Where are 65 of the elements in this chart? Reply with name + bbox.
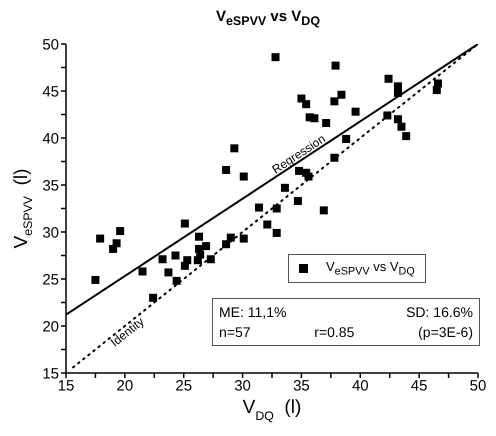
- point: [240, 172, 248, 181]
- x-tick-label: 45: [410, 378, 428, 395]
- point: [222, 166, 230, 174]
- point: [272, 228, 281, 237]
- point: [330, 97, 338, 106]
- x-tick-label: 25: [175, 378, 192, 395]
- point: [96, 234, 104, 243]
- point: [384, 74, 393, 83]
- point: [272, 53, 280, 62]
- point: [116, 227, 124, 236]
- y-tick-label: 30: [42, 224, 59, 242]
- x-tick-label: 50: [470, 378, 486, 395]
- point: [352, 108, 360, 116]
- point: [202, 242, 210, 250]
- point: [320, 206, 328, 214]
- point: [337, 90, 346, 99]
- point: [195, 232, 204, 241]
- point: [397, 122, 406, 131]
- point: [183, 256, 192, 264]
- y-tick-label: 50: [42, 36, 59, 54]
- annotation: ME: 11,1%: [219, 303, 286, 322]
- annotation: n=57: [219, 323, 251, 342]
- legend-label: V$_{eSPVV}$ vs V$_{DQ}$: [326, 259, 415, 278]
- chart-title: V$_{eSPVV}$ vs V$_{DQ}$: [214, 8, 322, 30]
- x-tick-label: 15: [58, 378, 74, 395]
- point: [138, 267, 147, 276]
- point: [240, 234, 248, 243]
- y-tick-label: 35: [42, 177, 59, 194]
- y-tick-label: 15: [42, 365, 59, 382]
- point: [171, 252, 180, 260]
- annotation: r=0.85: [314, 323, 354, 342]
- y-tick-label: 40: [42, 130, 59, 148]
- point: [149, 294, 158, 302]
- annotation: (p=3E-6): [418, 323, 473, 342]
- point: [112, 239, 121, 248]
- point: [263, 220, 272, 228]
- point: [332, 62, 340, 70]
- point: [402, 132, 410, 140]
- point: [432, 86, 441, 94]
- point: [180, 220, 189, 228]
- point: [272, 204, 281, 212]
- point: [280, 184, 289, 192]
- point: [394, 115, 402, 124]
- point: [158, 255, 167, 264]
- x-tick-label: 20: [116, 378, 134, 395]
- x-tick-label: 35: [293, 378, 310, 395]
- point: [194, 256, 202, 264]
- point: [294, 196, 302, 205]
- point: [172, 276, 181, 285]
- y-tick-label: 20: [42, 318, 59, 336]
- x-tick-label: 30: [234, 378, 251, 395]
- y-tick-label: 45: [42, 83, 59, 100]
- point: [255, 204, 264, 212]
- x-axis-title: V$_{DQ}$ (l): [242, 397, 302, 423]
- x-tick-label: 40: [352, 378, 369, 395]
- point: [322, 118, 330, 127]
- point: [342, 134, 350, 143]
- point: [164, 268, 172, 276]
- point: [310, 114, 318, 122]
- point: [302, 100, 310, 108]
- point: [91, 276, 100, 284]
- annotation: SD: 16.6%: [406, 303, 473, 322]
- y-tick-label: 25: [42, 271, 59, 288]
- point: [226, 234, 235, 242]
- point: [230, 144, 238, 152]
